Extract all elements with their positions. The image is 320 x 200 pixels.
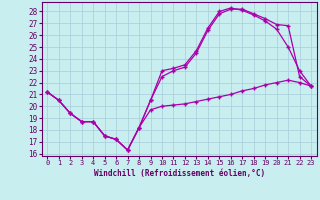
X-axis label: Windchill (Refroidissement éolien,°C): Windchill (Refroidissement éolien,°C) bbox=[94, 169, 265, 178]
